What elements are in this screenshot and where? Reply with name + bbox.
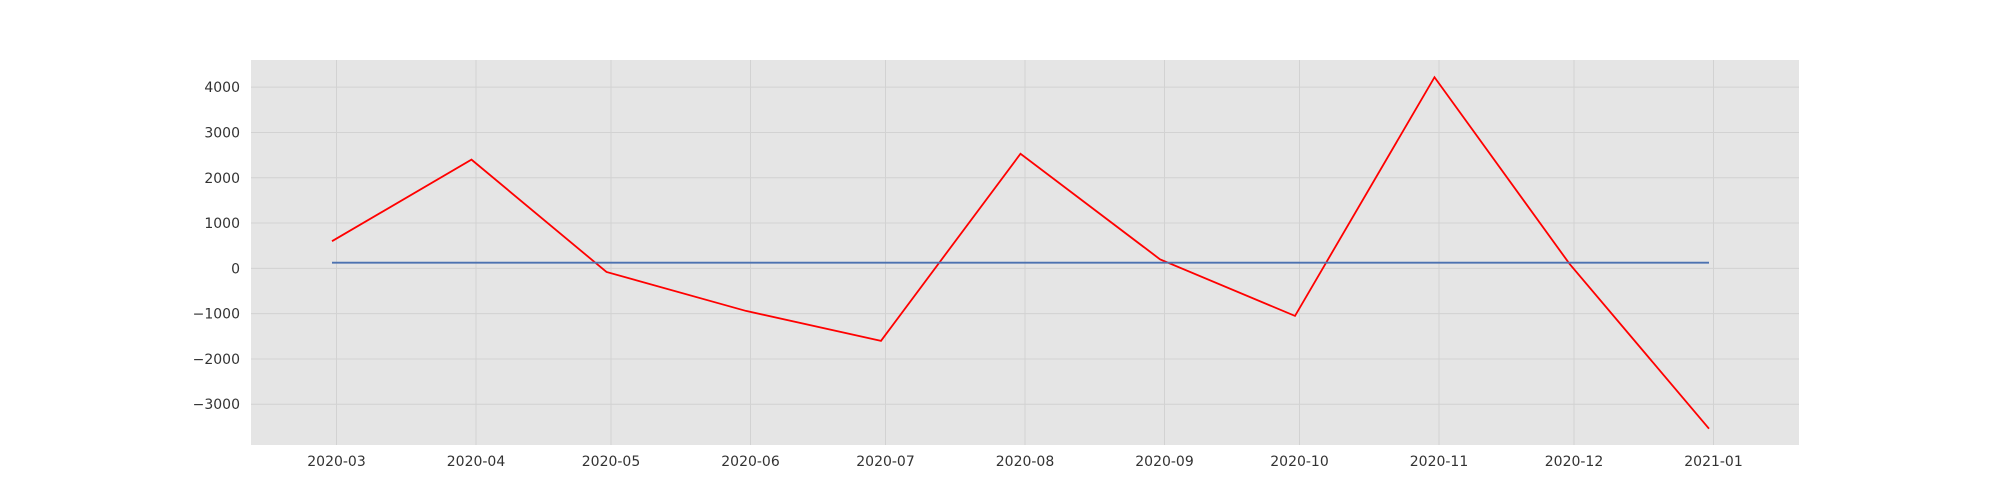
y-tick-label: 4000	[204, 80, 240, 96]
y-tick-label: −3000	[193, 397, 240, 413]
x-tick-label: 2020-06	[721, 454, 780, 470]
x-axis-tick-labels: 2020-03 2020-04 2020-05 2020-06 2020-07 2020-…	[307, 454, 1743, 470]
red-series-line	[331, 75, 1710, 430]
x-tick-label: 2020-11	[1410, 454, 1469, 470]
x-tick-label: 2020-10	[1270, 454, 1329, 470]
y-tick-label: 1000	[204, 216, 240, 232]
y-gridlines	[251, 86, 1799, 405]
y-tick-label: −2000	[193, 352, 240, 368]
x-tick-label: 2020-04	[447, 454, 506, 470]
x-tick-label: 2021-01	[1684, 454, 1743, 470]
y-tick-label: 2000	[204, 171, 240, 187]
series-layer	[331, 75, 1710, 430]
x-tick-label: 2020-03	[307, 454, 366, 470]
y-axis-tick-labels: −3000 −2000 −1000 0 1000 2000 3000 4000	[193, 80, 240, 413]
y-tick-label: 0	[231, 261, 240, 277]
x-tick-label: 2020-05	[582, 454, 641, 470]
x-tick-label: 2020-07	[856, 454, 915, 470]
y-tick-label: −1000	[193, 307, 240, 323]
x-tick-label: 2020-08	[996, 454, 1055, 470]
x-gridlines	[336, 60, 1714, 445]
y-tick-label: 3000	[204, 125, 240, 141]
x-tick-label: 2020-12	[1545, 454, 1604, 470]
x-tick-label: 2020-09	[1135, 454, 1194, 470]
